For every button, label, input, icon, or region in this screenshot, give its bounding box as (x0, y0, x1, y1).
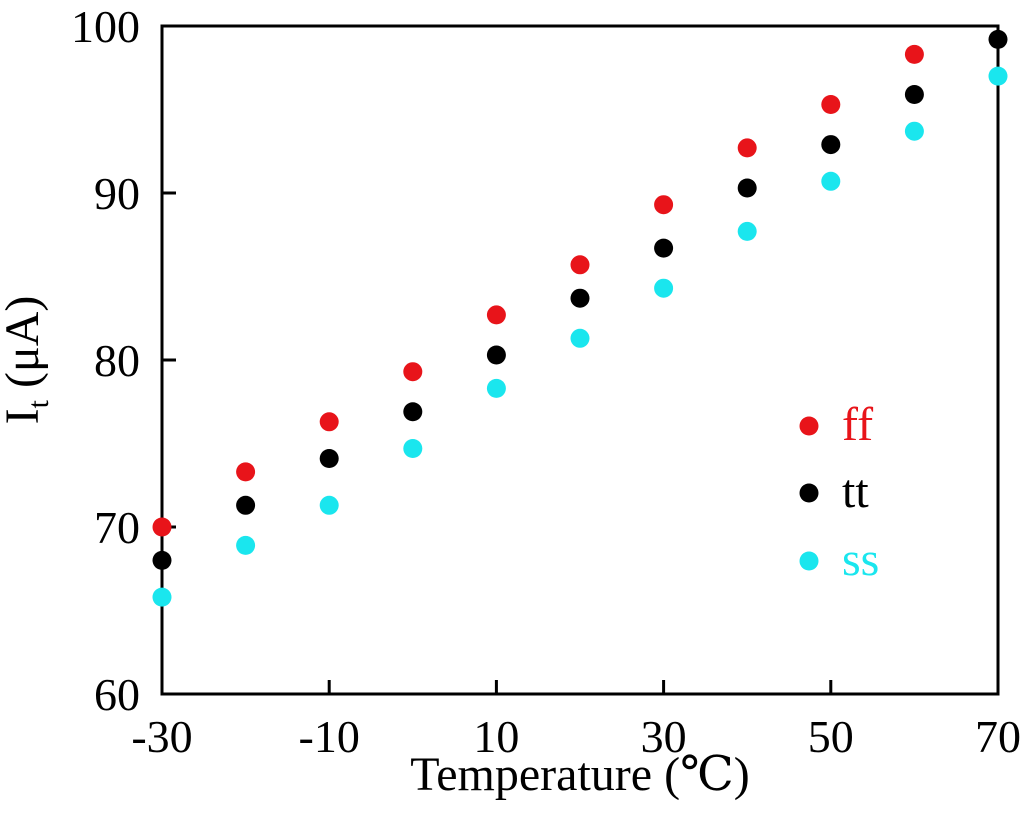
y-tick-label: 90 (94, 168, 140, 219)
y-axis-title-subscript: t (22, 399, 55, 408)
y-tick-label: 100 (71, 1, 140, 52)
data-point-ff (904, 44, 924, 64)
plot-frame (160, 24, 1000, 696)
data-point-tt (236, 495, 256, 515)
data-point-ff (152, 517, 172, 537)
x-tick-label: 70 (975, 711, 1021, 762)
y-axis-title: It (μA) (0, 296, 55, 425)
data-point-tt (904, 84, 924, 104)
data-point-ss (403, 439, 423, 459)
data-point-tt (988, 29, 1008, 49)
y-tick-label: 80 (94, 335, 140, 386)
data-point-ss (654, 278, 674, 298)
data-point-tt (654, 238, 674, 258)
data-point-tt (570, 288, 590, 308)
legend-marker-ff (799, 416, 819, 436)
data-point-ss (152, 587, 172, 607)
legend-label-ff: ff (842, 398, 873, 451)
data-point-ss (737, 221, 757, 241)
y-axis: 60 70 80 90 100 (71, 1, 176, 720)
y-axis-title-main: I (0, 408, 49, 424)
data-point-tt (486, 345, 506, 365)
data-point-ff (319, 412, 339, 432)
data-point-ff (654, 195, 674, 215)
y-tick-label: 70 (94, 502, 140, 553)
legend-marker-ss (799, 551, 819, 571)
data-point-ff (737, 138, 757, 158)
data-point-tt (737, 178, 757, 198)
x-tick-label: 50 (808, 711, 854, 762)
data-point-ff (486, 305, 506, 325)
x-tick-label: 30 (641, 711, 687, 762)
data-point-ss (486, 378, 506, 398)
data-point-ff (236, 462, 256, 482)
legend: ff tt ss (799, 398, 879, 586)
legend-label-ss: ss (842, 533, 879, 586)
data-point-tt (403, 402, 423, 422)
data-point-ss (236, 535, 256, 555)
data-points (152, 29, 1008, 607)
x-axis: -30 -10 10 30 50 70 (131, 680, 1021, 762)
x-tick-label: -10 (299, 711, 360, 762)
data-point-ss (570, 328, 590, 348)
data-point-ss (319, 495, 339, 515)
legend-marker-tt (799, 483, 819, 503)
legend-label-tt: tt (842, 465, 869, 518)
data-point-ss (904, 121, 924, 141)
data-point-ff (570, 255, 590, 275)
x-axis-title: Temperature (℃) (410, 748, 750, 801)
data-point-tt (821, 135, 841, 155)
x-tick-label: -30 (131, 711, 192, 762)
y-axis-title-unit: (μA) (0, 296, 49, 400)
data-point-ss (988, 66, 1008, 86)
x-tick-label: 10 (473, 711, 519, 762)
data-point-tt (152, 550, 172, 570)
data-point-ff (821, 94, 841, 114)
y-tick-label: 60 (94, 669, 140, 720)
data-point-ff (403, 362, 423, 382)
data-point-tt (319, 449, 339, 469)
data-point-ss (821, 171, 841, 191)
